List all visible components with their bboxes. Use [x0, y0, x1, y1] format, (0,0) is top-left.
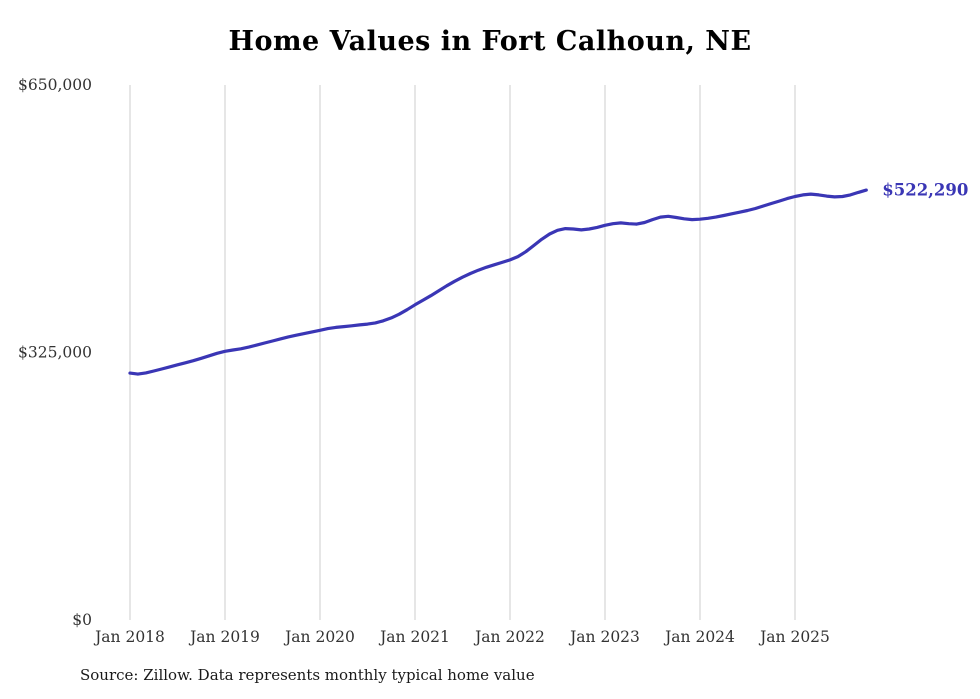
x-axis-label: Jan 2020 — [283, 628, 355, 646]
x-axis-label: Jan 2021 — [378, 628, 450, 646]
x-axis-label: Jan 2022 — [473, 628, 545, 646]
y-axis-label: $325,000 — [18, 344, 92, 362]
end-value-label: $522,290 — [882, 181, 968, 200]
x-axis-label: Jan 2024 — [663, 628, 735, 646]
x-axis-label: Jan 2025 — [758, 628, 830, 646]
home-value-line-series — [128, 188, 868, 376]
chart-title: Home Values in Fort Calhoun, NE — [228, 26, 752, 57]
y-axis-label: $0 — [72, 611, 92, 629]
y-axis-label: $650,000 — [18, 76, 92, 94]
x-axis-label: Jan 2023 — [568, 628, 640, 646]
x-axis-label: Jan 2018 — [93, 628, 165, 646]
x-axis-label: Jan 2019 — [188, 628, 260, 646]
source-note: Source: Zillow. Data represents monthly … — [80, 666, 535, 684]
